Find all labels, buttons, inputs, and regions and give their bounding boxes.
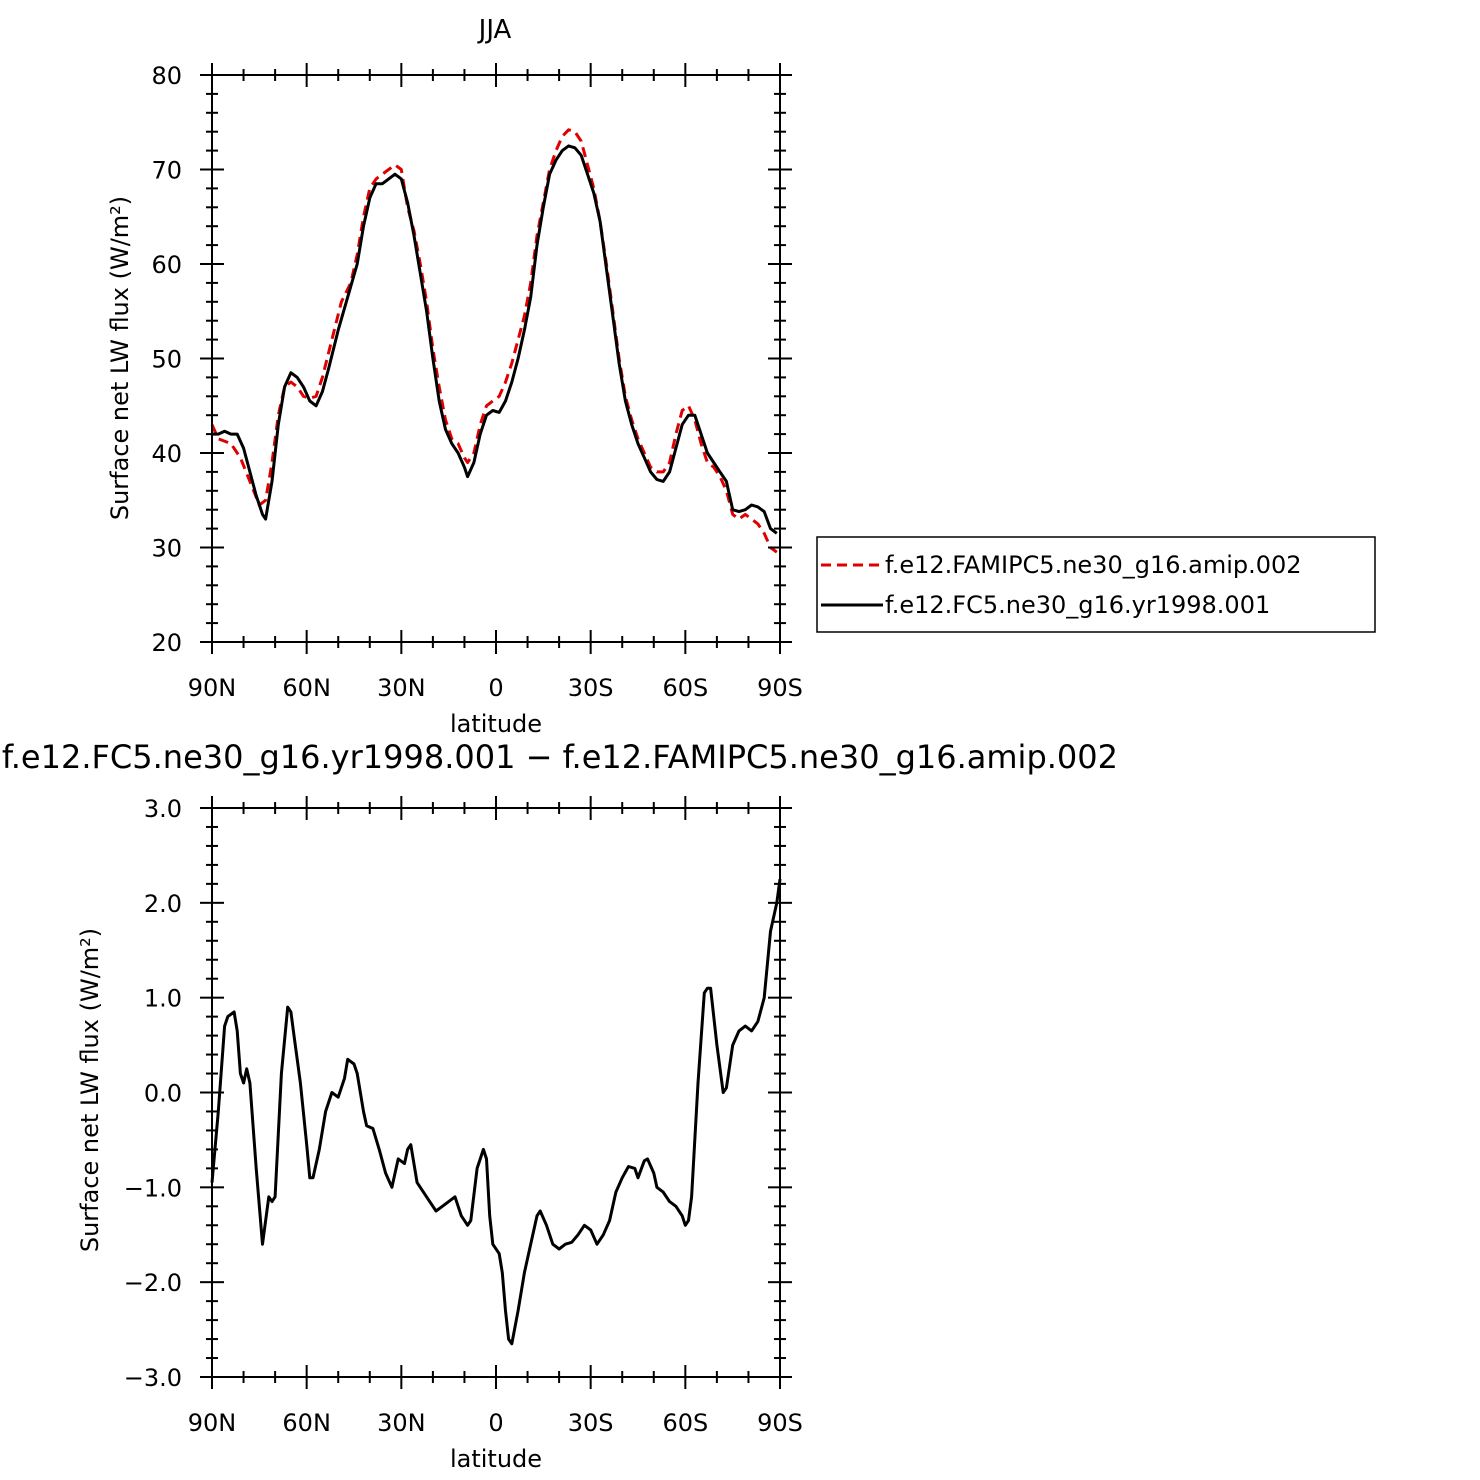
top-y-tick-label: 20 (151, 629, 182, 657)
top-y-tick-label: 40 (151, 440, 182, 468)
bottom-y-tick-label: 2.0 (144, 890, 182, 918)
bottom-y-tick-label: −1.0 (124, 1174, 182, 1202)
top-series-group (210, 128, 778, 554)
top-y-axis-label: Surface net LW flux (W/m²) (106, 196, 134, 520)
bottom-y-tick-label: 0.0 (144, 1080, 182, 1108)
top-x-tick-label: 60S (662, 674, 708, 702)
bottom-plot-frame (211, 807, 781, 1378)
legend-box (816, 536, 1376, 633)
bottom-y-tick-label: 3.0 (144, 795, 182, 823)
bottom-chart-title: f.e12.FC5.ne30_g16.yr1998.001 − f.e12.FA… (2, 738, 1118, 776)
bottom-x-tick-label: 60S (662, 1409, 708, 1437)
bottom-series-group (210, 878, 782, 1346)
top-y-tick-label: 60 (151, 251, 182, 279)
legend-entry-fc5: f.e12.FC5.ne30_g16.yr1998.001 (885, 591, 1270, 619)
top-x-axis-label: latitude (450, 710, 542, 738)
top-y-tick-label: 30 (151, 535, 182, 563)
bottom-axis-ticks: 90N 60N 30N 0 30S 60S 90S −3.0 −2.0 −1.0 0.0 1.0 2.0… (124, 795, 803, 1437)
top-x-tick-label: 90S (757, 674, 803, 702)
bottom-x-tick-label: 90S (757, 1409, 803, 1437)
top-chart-title: JJA (477, 15, 512, 45)
top-series-line-1 (212, 144, 778, 535)
bottom-series-line-0 (210, 878, 782, 1346)
top-x-tick-label: 0 (488, 674, 503, 702)
bottom-y-tick-label: 1.0 (144, 985, 182, 1013)
top-y-tick-label: 80 (151, 62, 182, 90)
bottom-x-axis-label: latitude (450, 1445, 542, 1473)
bottom-x-tick-label: 90N (188, 1409, 237, 1437)
bottom-y-tick-label: −3.0 (124, 1364, 182, 1392)
top-axis-ticks: 90N 60N 30N 0 30S 60S 90S 20 30 40 50 60 70 80 (151, 62, 802, 702)
bottom-x-tick-label: 30N (377, 1409, 426, 1437)
bottom-y-tick-label: −2.0 (124, 1269, 182, 1297)
bottom-y-axis-label: Surface net LW flux (W/m²) (76, 928, 104, 1252)
top-plot-frame (211, 74, 781, 643)
legend: f.e12.FAMIPC5.ne30_g16.amip.002 f.e12.FC… (816, 536, 1376, 633)
top-x-tick-label: 90N (188, 674, 237, 702)
top-y-tick-label: 50 (151, 346, 182, 374)
bottom-x-tick-label: 30S (568, 1409, 614, 1437)
bottom-x-tick-label: 0 (488, 1409, 503, 1437)
top-panel: JJA 90N 60N 30N 0 30S 60S 90S 20 30 40 50 60 70 80 la… (106, 15, 1376, 738)
top-series-line-0 (210, 128, 778, 554)
bottom-x-tick-label: 60N (282, 1409, 331, 1437)
top-x-tick-label: 30S (568, 674, 614, 702)
top-y-tick-label: 70 (151, 157, 182, 185)
top-x-tick-label: 60N (282, 674, 331, 702)
top-x-tick-label: 30N (377, 674, 426, 702)
bottom-panel: f.e12.FC5.ne30_g16.yr1998.001 − f.e12.FA… (2, 738, 1118, 1473)
legend-entry-amip: f.e12.FAMIPC5.ne30_g16.amip.002 (885, 551, 1302, 579)
